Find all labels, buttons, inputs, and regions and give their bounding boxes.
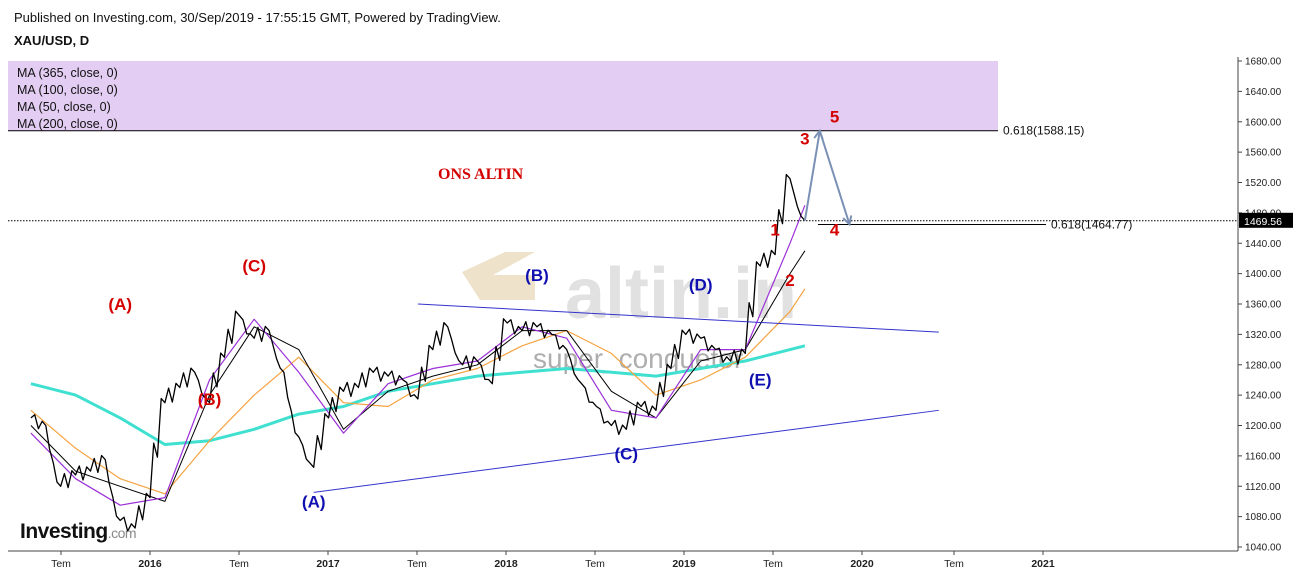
x-tick-label: Tem <box>944 558 964 570</box>
chart-title: ONS ALTIN <box>438 166 524 183</box>
x-tick-label: Tem <box>763 558 783 570</box>
y-tick-label: 1160.00 <box>1245 451 1281 462</box>
wave-label-11: 3 <box>800 130 809 149</box>
y-tick-label: 1320.00 <box>1245 330 1282 341</box>
wave-label-1: (A) <box>108 295 132 314</box>
wave-label-3: (C) <box>242 256 266 275</box>
projection-arrow <box>803 130 851 225</box>
y-tick-label: 1440.00 <box>1245 239 1282 250</box>
trendline-1 <box>313 409 939 493</box>
last-price-badge <box>1239 212 1293 228</box>
x-tick-label: Tem <box>407 558 427 570</box>
resistance-zone <box>8 61 998 131</box>
ma-legend: MA (365, close, 0) MA (100, close, 0) MA… <box>17 65 118 133</box>
x-tick-label: 2019 <box>672 558 696 570</box>
x-tick-label: 2017 <box>316 558 340 570</box>
legend-ma-100[interactable]: MA (100, close, 0) <box>17 83 118 97</box>
y-tick-label: 1560.00 <box>1245 148 1282 159</box>
trendline-2 <box>417 303 939 333</box>
fib-label-1464: 0.618(1464.77) <box>1051 217 1132 231</box>
projection-arrowhead-up <box>813 128 824 140</box>
projection-arrowhead-down <box>842 215 853 227</box>
wave-label-5: (B) <box>525 266 549 285</box>
ma-365-line <box>30 344 806 446</box>
y-tick-label: 1360.00 <box>1245 300 1282 311</box>
logo-suffix: .com <box>107 525 137 541</box>
y-tick-label: 1600.00 <box>1245 117 1282 128</box>
price-line <box>30 173 806 532</box>
y-tick-label: 1400.00 <box>1245 269 1282 280</box>
wave-label-2: (B) <box>198 390 222 409</box>
x-tick-label: 2020 <box>850 558 874 570</box>
wave-label-6: (C) <box>614 445 638 464</box>
watermark-logo-mark <box>462 252 535 300</box>
ma-50-line <box>30 250 806 502</box>
legend-ma-50[interactable]: MA (50, close, 0) <box>17 100 111 114</box>
x-tick-label: Tem <box>585 558 605 570</box>
y-tick-label: 1200.00 <box>1245 421 1282 432</box>
ma-100-line <box>30 288 806 495</box>
fib-label-1588: 0.618(1588.15) <box>1003 124 1084 138</box>
logo-text: Investing <box>20 520 108 543</box>
x-tick-label: 2018 <box>494 558 518 570</box>
last-price-text: 1469.56 <box>1244 216 1282 228</box>
y-tick-label: 1120.00 <box>1245 482 1281 493</box>
x-tick-label: Tem <box>229 558 249 570</box>
wave-label-9: 1 <box>770 221 779 240</box>
y-tick-label: 1640.00 <box>1245 87 1282 98</box>
wave-label-8: (E) <box>749 370 772 389</box>
legend-ma-200[interactable]: MA (200, close, 0) <box>17 117 118 131</box>
y-tick-label: 1080.00 <box>1245 512 1282 523</box>
published-note: Published on Investing.com, 30/Sep/2019 … <box>14 10 501 25</box>
x-tick-label: Tem <box>51 558 71 570</box>
y-tick-label: 1240.00 <box>1245 391 1282 402</box>
y-tick-label: 1040.00 <box>1245 543 1282 554</box>
wave-label-12: 4 <box>830 221 840 240</box>
wave-label-13: 5 <box>830 108 839 127</box>
ma-200-line <box>30 205 806 506</box>
watermark-brand: altin.in <box>565 254 797 334</box>
x-tick-label: 2021 <box>1031 558 1055 570</box>
y-tick-label: 1520.00 <box>1245 178 1282 189</box>
symbol-label: XAU/USD, D <box>14 33 90 48</box>
wave-label-10: 2 <box>785 271 794 290</box>
wave-label-7: (D) <box>689 275 713 294</box>
y-tick-label: 1280.00 <box>1245 360 1282 371</box>
legend-ma-365[interactable]: MA (365, close, 0) <box>17 66 118 80</box>
wave-label-4: (A) <box>302 493 326 512</box>
x-tick-label: 2016 <box>138 558 162 570</box>
investing-logo: Investing.com <box>20 520 137 544</box>
y-tick-label: 1680.00 <box>1245 57 1282 68</box>
